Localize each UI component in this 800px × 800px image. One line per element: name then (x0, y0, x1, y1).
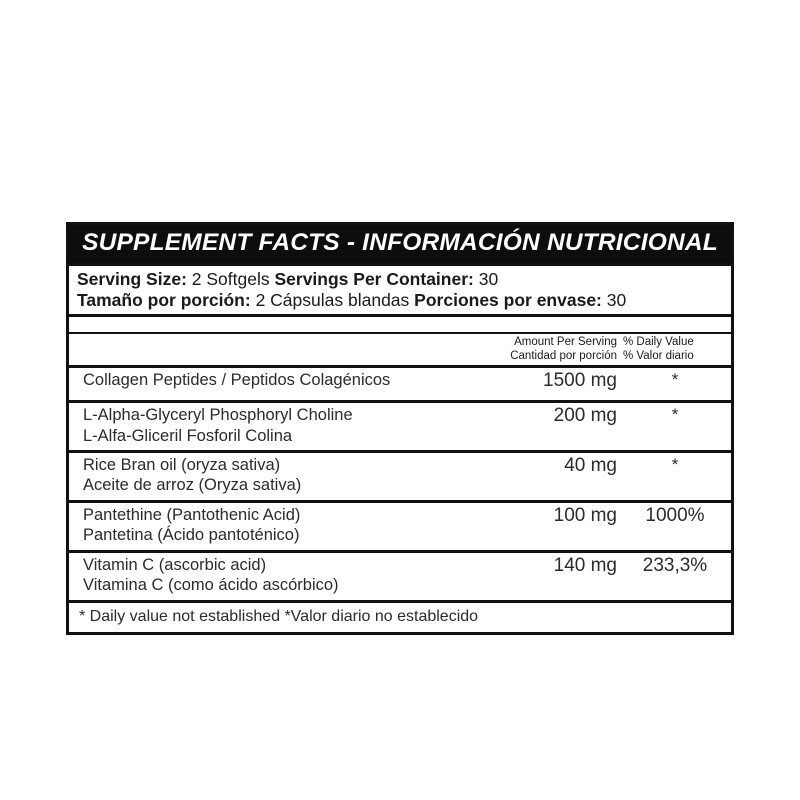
column-header-amount-es: Cantidad por porción (510, 349, 617, 362)
ingredient-daily-value: * (671, 454, 679, 474)
ingredient-name: Pantethine (Pantothenic Acid) Pantetina (… (69, 505, 442, 546)
ingredient-row: Pantethine (Pantothenic Acid) Pantetina (… (69, 499, 731, 550)
panel-title: SUPPLEMENT FACTS - INFORMACIÓN NUTRICION… (69, 225, 731, 263)
ingredient-daily-value: 1000% (645, 504, 705, 526)
daily-value-footnote: * Daily value not established *Valor dia… (69, 599, 731, 632)
ingredient-row: L-Alpha-Glyceryl Phosphoryl Choline L-Alf… (69, 400, 731, 450)
ingredient-daily-value: 233,3% (642, 554, 708, 576)
spacer-row (69, 314, 731, 332)
serving-size-value-es: 2 Cápsulas blandas (255, 290, 410, 311)
serving-line-spanish: Tamaño por porción: 2 Cápsulas blandas P… (77, 290, 731, 311)
ingredient-amount: 100 mg (553, 504, 617, 526)
ingredient-name-en: Rice Bran oil (oryza sativa) (83, 455, 281, 474)
ingredient-name-es: Pantetina (Ácido pantoténico) (83, 526, 300, 545)
column-header-amount: Amount Per Serving Cantidad por porción (442, 336, 623, 363)
column-header-dv-es: % Valor diario (623, 349, 694, 362)
supplement-facts-panel: SUPPLEMENT FACTS - INFORMACIÓN NUTRICION… (66, 222, 734, 635)
ingredient-name: L-Alpha-Glyceryl Phosphoryl Choline L-Alf… (69, 405, 442, 446)
serving-size-value-en: 2 Softgels (191, 268, 270, 289)
ingredient-rows: Collagen Peptides / Peptidos Colagénicos… (69, 365, 731, 600)
ingredient-name-en: Collagen Peptides / Peptidos Colagénicos (83, 371, 391, 390)
serving-line-english: Serving Size: 2 Softgels Servings Per Co… (77, 269, 731, 290)
ingredient-name: Rice Bran oil (oryza sativa) Aceite de ar… (69, 455, 442, 496)
ingredient-daily-value: * (671, 405, 679, 425)
column-header-daily-value: % Daily Value % Valor diario (623, 336, 727, 363)
serving-size-label-es: Tamaño por porción: (77, 290, 251, 311)
servings-per-container-value-en: 30 (478, 268, 499, 289)
serving-size-label-en: Serving Size: (77, 268, 187, 289)
column-header-dv-en: % Daily Value (623, 336, 694, 349)
ingredient-name-en: Pantethine (Pantothenic Acid) (83, 505, 301, 524)
ingredient-amount: 40 mg (564, 454, 617, 476)
ingredient-amount: 1500 mg (543, 370, 617, 392)
ingredient-name-en: Vitamin C (ascorbic acid) (83, 555, 267, 574)
ingredient-amount: 200 mg (553, 405, 617, 427)
ingredient-row: Collagen Peptides / Peptidos Colagénicos… (69, 365, 731, 400)
ingredient-name-es: L-Alfa-Gliceril Fosforil Colina (83, 426, 293, 445)
ingredient-name: Vitamin C (ascorbic acid) Vitamina C (com… (69, 555, 442, 596)
ingredient-name-es: Vitamina C (como ácido ascórbico) (83, 576, 339, 595)
ingredient-name-es: Aceite de arroz (Oryza sativa) (83, 476, 302, 495)
column-header-amount-en: Amount Per Serving (514, 336, 617, 349)
ingredient-amount: 140 mg (553, 554, 617, 576)
ingredient-daily-value: * (671, 370, 679, 390)
servings-per-container-label-es: Porciones por envase: (414, 290, 602, 311)
ingredient-name: Collagen Peptides / Peptidos Colagénicos (69, 370, 442, 390)
serving-information: Serving Size: 2 Softgels Servings Per Co… (69, 262, 731, 315)
ingredient-row: Vitamin C (ascorbic acid) Vitamina C (com… (69, 549, 731, 600)
servings-per-container-label-en: Servings Per Container: (274, 268, 474, 289)
ingredient-name-en: L-Alpha-Glyceryl Phosphoryl Choline (83, 406, 353, 425)
ingredient-row: Rice Bran oil (oryza sativa) Aceite de ar… (69, 449, 731, 500)
servings-per-container-value-es: 30 (606, 290, 627, 311)
column-headers: Amount Per Serving Cantidad por porción … (69, 332, 731, 365)
